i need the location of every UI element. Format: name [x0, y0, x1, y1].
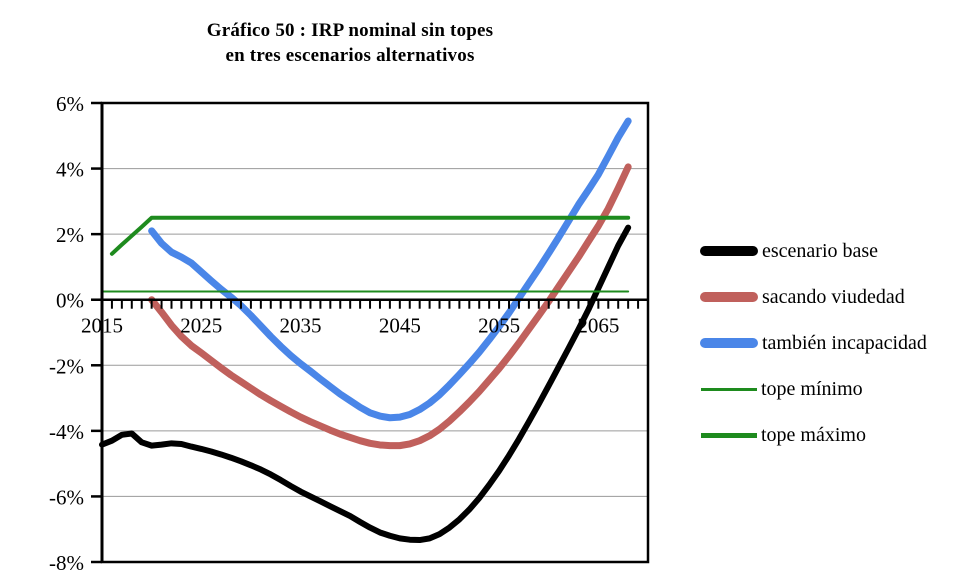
legend-item-label: tope mínimo	[761, 377, 863, 400]
xtick-label: 2025	[180, 314, 222, 338]
ytick-label: 2%	[56, 223, 84, 247]
xtick-label: 2035	[280, 314, 322, 338]
ytick-label: -4%	[49, 420, 84, 444]
ytick-label: -6%	[49, 485, 84, 509]
ytick-label: 0%	[56, 289, 84, 313]
chart-title-line-2: en tres escenarios alternativos	[225, 45, 475, 66]
legend-item[interactable]: sacando viudedad	[700, 274, 971, 320]
ytick-label: 4%	[56, 158, 84, 182]
legend-swatch-icon	[700, 246, 758, 256]
legend-swatch-icon	[701, 432, 757, 438]
legend-item-label: también incapacidad	[762, 331, 927, 354]
xtick-label: 2055	[478, 314, 520, 338]
series-line-4	[109, 215, 631, 256]
legend-item[interactable]: tope máximo	[700, 412, 971, 458]
legend-item-label: tope máximo	[761, 423, 866, 446]
xtick-label: 2015	[81, 314, 123, 338]
legend-item-label: sacando viudedad	[762, 285, 905, 308]
page-title: Gráfico 50 : IRP nominal sin topes en tr…	[0, 18, 700, 68]
series-line-2	[148, 117, 632, 422]
xtick-label: 2065	[577, 314, 619, 338]
ytick-label: 6%	[56, 92, 84, 116]
chart-title-line-1: Gráfico 50 : IRP nominal sin topes	[206, 20, 494, 41]
legend-swatch-icon	[700, 338, 758, 348]
legend-swatch-icon	[701, 387, 757, 391]
legend-swatch-icon	[700, 292, 758, 302]
chart-legend: escenario base sacando viudedad también in…	[700, 228, 971, 458]
legend-item[interactable]: tope mínimo	[700, 366, 971, 412]
legend-item-label: escenario base	[762, 239, 879, 262]
xtick-label: 2045	[379, 314, 421, 338]
legend-item[interactable]: también incapacidad	[700, 320, 971, 366]
ytick-label: -8%	[49, 551, 84, 575]
ytick-label: -2%	[49, 354, 84, 378]
series-line-0	[99, 224, 632, 544]
legend-item[interactable]: escenario base	[700, 228, 971, 274]
